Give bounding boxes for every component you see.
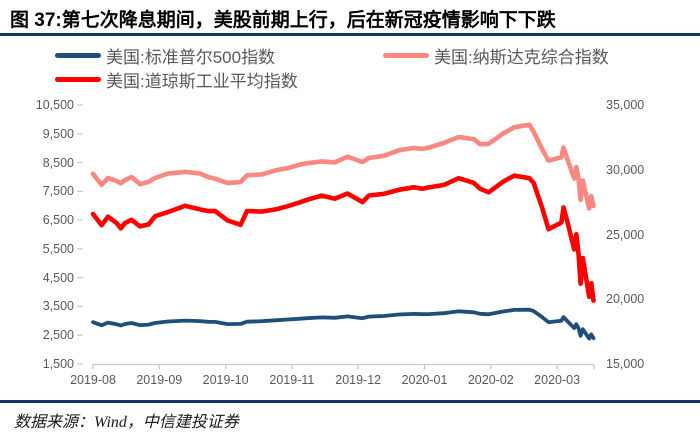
x-axis-tick-label: 2019-11	[269, 373, 315, 387]
x-axis-tick-label: 2020-03	[534, 373, 581, 387]
y-axis-tick-label-right: 15,000	[606, 357, 645, 371]
legend-label-dow: 美国:道琼斯工业平均指数	[106, 72, 298, 91]
x-axis-tick-label: 2019-09	[136, 373, 183, 387]
y-axis-tick-label-right: 35,000	[606, 98, 645, 112]
sp500-line-swatch	[55, 53, 101, 58]
y-axis-tick-label-left: 10,500	[35, 98, 74, 112]
x-axis-tick-label: 2019-08	[70, 373, 116, 387]
x-axis-tick-label: 2020-02	[467, 373, 514, 387]
dow-line-swatch	[55, 77, 101, 82]
nasdaq-line-swatch	[383, 53, 429, 58]
series-line-dow	[90, 173, 596, 303]
y-axis-tick-label-left: 8,500	[42, 155, 74, 170]
y-axis-tick-label-left: 9,500	[42, 126, 74, 141]
legend-item-nasdaq: 美国:纳斯达克综合指数	[383, 43, 609, 68]
source-divider	[0, 400, 700, 403]
x-axis-tick-label: 2019-10	[202, 373, 249, 387]
y-axis-tick-label-left: 2,500	[42, 328, 74, 343]
y-axis-tick-label-left: 3,500	[42, 299, 74, 314]
series-line-nasdaq	[90, 122, 596, 211]
legend-label-nasdaq: 美国:纳斯达克综合指数	[434, 48, 609, 67]
legend-item-sp500: 美国:标准普尔500指数	[55, 43, 275, 68]
y-axis-tick-label-right: 20,000	[606, 292, 645, 307]
legend-item-dow: 美国:道琼斯工业平均指数	[55, 67, 298, 92]
y-axis-tick-label-left: 4,500	[42, 270, 74, 285]
x-axis-tick-label: 2020-01	[401, 373, 448, 387]
y-axis-tick-label-right: 30,000	[606, 162, 645, 177]
y-axis-tick-label-left: 1,500	[42, 357, 74, 371]
figure-title: 图 37:第七次降息期间，美股前期上行，后在新冠疫情影响下下跌	[10, 10, 556, 31]
legend-label-sp500: 美国:标准普尔500指数	[106, 48, 276, 67]
source-note: 数据来源：Wind，中信建投证券	[14, 414, 239, 431]
series-line-sp500	[91, 307, 596, 341]
x-axis-tick-label: 2019-12	[335, 373, 382, 387]
y-axis-tick-label-right: 25,000	[606, 227, 645, 242]
title-divider	[0, 33, 700, 36]
y-axis-tick-label-left: 7,500	[42, 184, 74, 199]
y-axis-tick-label-left: 6,500	[42, 213, 74, 228]
y-axis-tick-label-left: 5,500	[42, 241, 74, 256]
